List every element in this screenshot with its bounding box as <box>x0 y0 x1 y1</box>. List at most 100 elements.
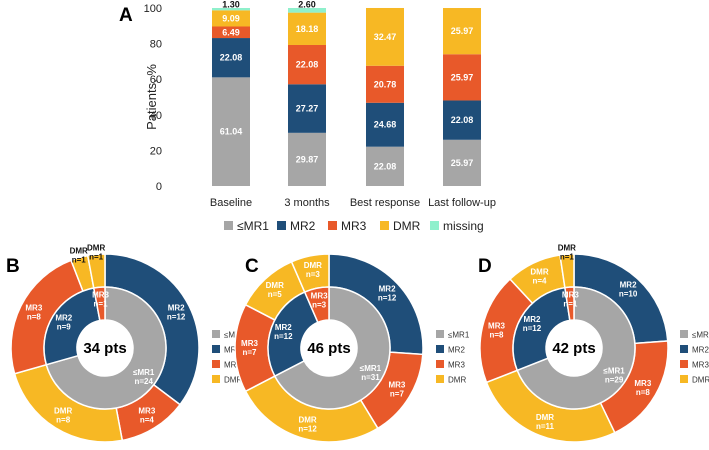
inner-ring-segment <box>45 286 167 410</box>
bar-segment <box>443 100 481 140</box>
bar-data-label: 18.18 <box>296 24 319 34</box>
panel-letter: C <box>245 256 259 277</box>
legend-swatch <box>680 360 688 368</box>
legend-swatch <box>212 330 220 338</box>
legend-label: ≤MR1 <box>692 331 709 340</box>
bar-segment <box>212 8 250 11</box>
bar-segment <box>443 8 481 55</box>
inner-segment-count: n=9 <box>57 322 72 331</box>
x-tick-label: Best response <box>350 197 420 209</box>
outer-segment-label: MR3 <box>241 339 258 348</box>
x-tick-label: 3 months <box>284 197 330 209</box>
inner-ring-segment <box>43 287 101 366</box>
inner-segment-count: n=31 <box>361 373 380 382</box>
inner-segment-label: MR2 <box>524 315 541 324</box>
legend-swatch <box>436 375 444 383</box>
legend-label: DMR <box>393 219 421 233</box>
inner-segment-count: n=3 <box>312 301 327 310</box>
legend-label: ≤MR1 <box>237 219 269 233</box>
legend-label: MR3 <box>448 361 465 370</box>
inner-segment-label: MR2 <box>275 323 292 332</box>
donut-center <box>302 321 356 375</box>
panel-letter-a: A <box>119 5 133 26</box>
bar-data-label: 9.09 <box>222 13 240 23</box>
bar-segment <box>288 84 326 133</box>
inner-ring-segment <box>267 291 319 378</box>
inner-segment-count: n=1 <box>563 300 578 309</box>
y-tick-label: 40 <box>150 110 162 122</box>
inner-segment-label: ≤MR1 <box>133 368 155 377</box>
legend-swatch <box>680 330 688 338</box>
outer-segment-count: n=8 <box>56 416 71 425</box>
y-axis-title: Patients, % <box>144 64 159 130</box>
legend-label: MR3 <box>341 219 367 233</box>
legend-swatch <box>224 221 233 230</box>
bar-data-label: 24.68 <box>374 120 397 130</box>
outer-segment-count: n=4 <box>140 416 155 425</box>
panel-c-donut-chart: CMR2n=12MR3n=7DMRn=12MR3n=7DMRn=5DMRn=3≤… <box>234 253 470 443</box>
legend-label: MR3 <box>224 361 241 370</box>
inner-segment-label: MR2 <box>55 313 72 322</box>
legend-swatch <box>277 221 286 230</box>
outer-segment-label: DMR <box>558 243 576 252</box>
legend-swatch <box>680 345 688 353</box>
panel-letter: D <box>478 256 492 277</box>
inner-segment-count: n=1 <box>94 300 109 309</box>
bar-data-label: 61.04 <box>220 127 243 137</box>
outer-segment-label: DMR <box>536 413 554 422</box>
legend-swatch <box>328 221 337 230</box>
outer-segment-count: n=3 <box>306 270 321 279</box>
outer-segment-count: n=12 <box>167 313 186 322</box>
y-tick-label: 20 <box>150 145 162 157</box>
outer-segment-label: MR2 <box>620 281 637 290</box>
bar-data-label: 6.49 <box>222 27 240 37</box>
bar-segment <box>366 146 404 186</box>
outer-segment-count: n=12 <box>298 425 317 434</box>
inner-segment-label: MR3 <box>562 291 579 300</box>
donut-center <box>547 321 601 375</box>
panel-a-bar-chart: A Patients, % 0 20 40 60 80 100 61.04 22.08 6.49 9.… <box>119 0 496 233</box>
legend-swatch <box>430 221 439 230</box>
inner-segment-count: n=12 <box>523 324 542 333</box>
inner-segment-count: n=24 <box>134 377 153 386</box>
bar-data-label: 27.27 <box>296 104 319 114</box>
bar-data-label: 22.08 <box>296 60 319 70</box>
panel-b-donut-chart: BMR2n=12MR3n=4DMRn=8MR3n=8DMRn=1DMRn=1≤M… <box>6 243 246 443</box>
legend-label: MR2 <box>448 346 465 355</box>
center-total-label: 46 pts <box>307 340 350 357</box>
legend-swatch <box>680 375 688 383</box>
outer-segment-count: n=12 <box>378 294 397 303</box>
outer-segment-label: MR3 <box>634 379 651 388</box>
bar-data-label: 22.08 <box>374 161 397 171</box>
bar-data-label: 22.08 <box>220 53 243 63</box>
bar-data-label: 29.87 <box>296 154 319 164</box>
outer-segment-label: DMR <box>266 281 284 290</box>
panel-d-donut-chart: DMR2n=10MR3n=8DMRn=11MR3n=8DMRn=4DMRn=1≤… <box>478 243 709 443</box>
bar-segment <box>212 38 250 78</box>
bar-segment <box>443 139 481 186</box>
donut-center <box>78 321 132 375</box>
legend-label: MR2 <box>692 346 709 355</box>
bar-segment <box>366 102 404 147</box>
outer-segment-count: n=1 <box>560 252 575 261</box>
legend-label: DMR <box>692 376 709 385</box>
outer-segment-label: MR3 <box>488 321 505 330</box>
legend-label: DMR <box>224 376 242 385</box>
bar-data-label: 2.60 <box>298 0 316 10</box>
outer-segment-label: DMR <box>70 247 88 256</box>
inner-ring-segment <box>273 286 391 410</box>
inner-segment-count: n=29 <box>605 375 624 384</box>
y-tick-label: 100 <box>144 3 162 15</box>
center-total-label: 42 pts <box>552 340 595 357</box>
outer-segment-count: n=7 <box>390 389 405 398</box>
x-tick-label: Baseline <box>210 197 252 209</box>
x-tick-label: Last follow-up <box>428 197 496 209</box>
outer-segment-count: n=8 <box>489 330 504 339</box>
outer-segment-label: MR3 <box>25 304 42 313</box>
bar-data-label: 32.47 <box>374 32 397 42</box>
inner-ring-segment <box>303 286 330 324</box>
legend-swatch <box>436 345 444 353</box>
bar-data-label: 1.30 <box>222 0 240 10</box>
inner-segment-count: n=12 <box>274 332 293 341</box>
